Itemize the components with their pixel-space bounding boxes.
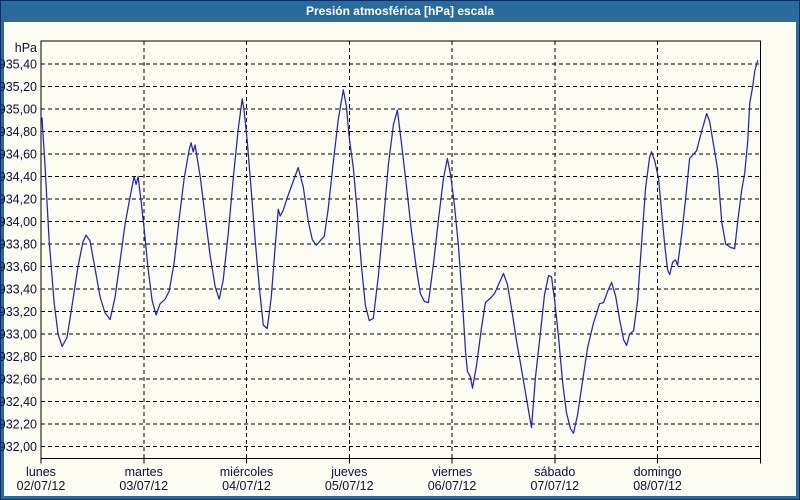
y-tick-label: 934,20	[1, 193, 37, 207]
window-title: Presión atmosférica [hPa] escala	[305, 4, 495, 18]
y-tick-label: 935,20	[1, 80, 37, 94]
y-tick-label: 933,20	[1, 305, 37, 319]
y-axis-unit-label: hPa	[15, 41, 37, 55]
axis-ticks	[40, 458, 761, 464]
y-tick-label: 932,80	[1, 350, 37, 364]
y-tick-label: 932,00	[1, 440, 37, 454]
y-tick-label: 935,00	[1, 103, 37, 117]
y-tick-label: 933,80	[1, 238, 37, 252]
x-day-name: viernes	[432, 465, 472, 479]
x-day-date: 04/07/12	[222, 479, 271, 493]
y-tick-label: 933,00	[1, 328, 37, 342]
x-day-name: martes	[125, 465, 163, 479]
x-day-date: 08/07/12	[633, 479, 682, 493]
plot-border	[40, 40, 761, 459]
x-day-date: 03/07/12	[119, 479, 168, 493]
y-axis-labels: 935,40 935,20 935,00 934,80 934,60 934,40 934,…	[1, 41, 37, 454]
x-day-name: miércoles	[220, 465, 274, 479]
y-tick-label: 934,60	[1, 148, 37, 162]
x-day-name: domingo	[634, 465, 682, 479]
y-tick-label: 933,40	[1, 283, 37, 297]
y-tick-label: 934,00	[1, 215, 37, 229]
y-tick-label: 935,40	[1, 57, 37, 71]
x-day-date: 07/07/12	[530, 479, 579, 493]
y-tick-label: 934,80	[1, 125, 37, 139]
x-day-date: 06/07/12	[428, 479, 477, 493]
pressure-line	[41, 59, 759, 434]
plot-frame	[40, 40, 761, 459]
x-day-name: jueves	[330, 465, 367, 479]
x-day-name: sábado	[534, 465, 575, 479]
chart-panel	[4, 22, 796, 496]
x-day-name: lunes	[26, 465, 56, 479]
y-tick-label: 932,20	[1, 418, 37, 432]
x-day-date: 05/07/12	[325, 479, 374, 493]
gridlines	[41, 41, 761, 459]
y-tick-label: 932,60	[1, 373, 37, 387]
y-tick-label: 933,60	[1, 260, 37, 274]
y-tick-label: 934,40	[1, 170, 37, 184]
x-day-date: 02/07/12	[17, 479, 66, 493]
y-tick-label: 932,40	[1, 395, 37, 409]
